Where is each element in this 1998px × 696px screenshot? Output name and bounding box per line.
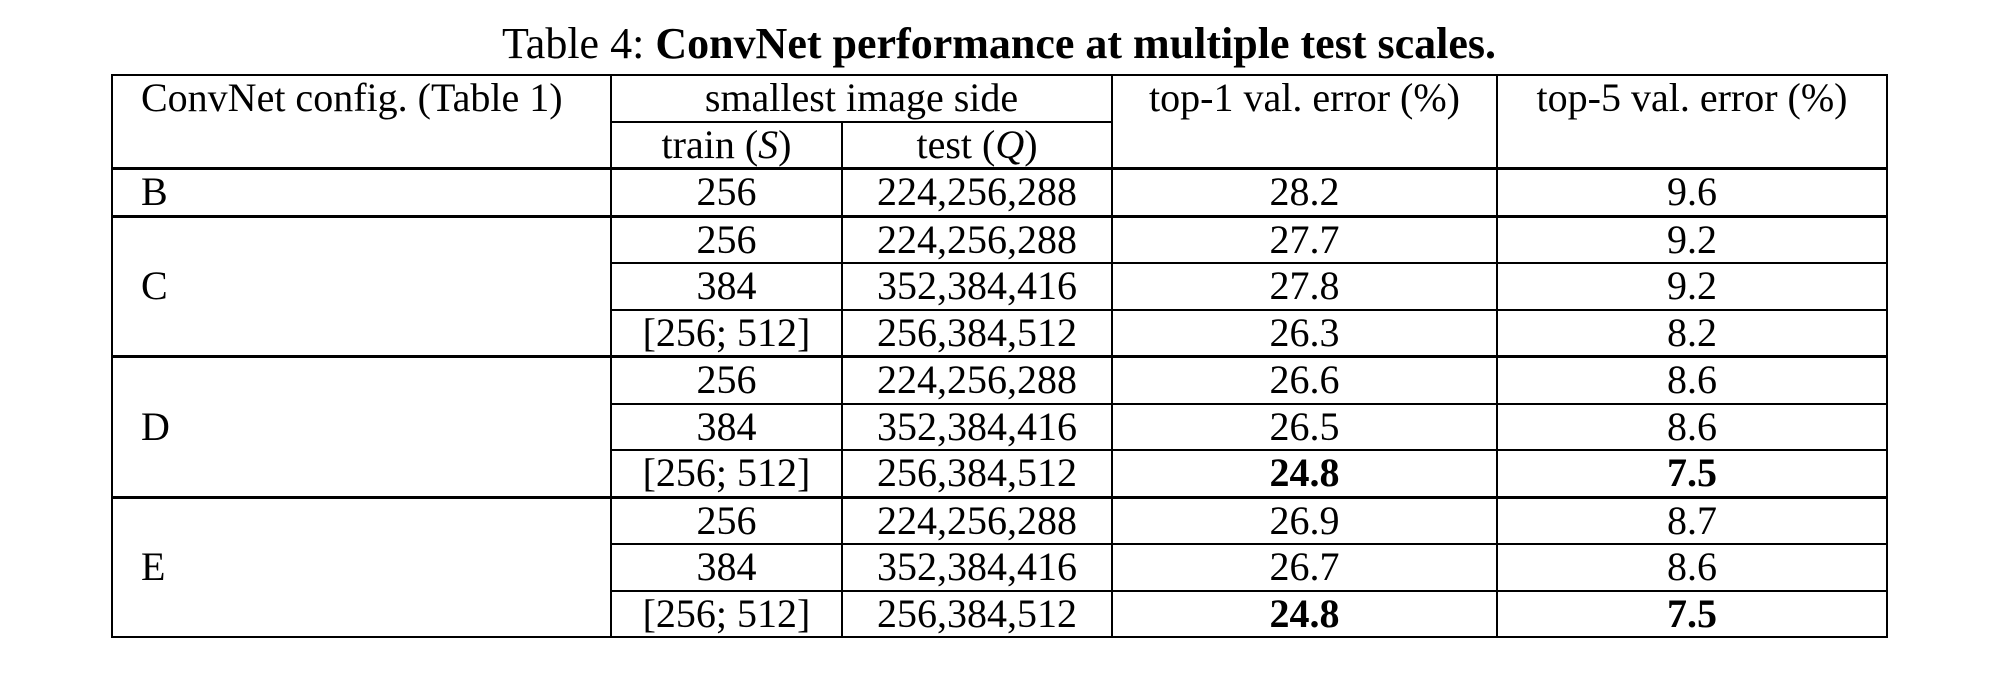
train-cell: [256; 512]	[610, 449, 843, 498]
top1-cell: 28.2	[1111, 167, 1499, 217]
top1-cell: 27.8	[1111, 262, 1499, 311]
top1-cell: 27.7	[1111, 214, 1499, 264]
train-cell: 256	[610, 214, 843, 264]
table-row: B 256 224,256,288 28.2 9.6	[111, 167, 1889, 217]
top5-cell: 7.5	[1496, 589, 1889, 638]
header-train-close: )	[778, 121, 792, 167]
train-cell: [256; 512]	[610, 589, 843, 638]
train-cell: 384	[610, 402, 843, 451]
results-table: ConvNet config. (Table 1) smallest image…	[111, 74, 1889, 638]
test-cell: 224,256,288	[840, 495, 1114, 545]
top1-cell: 26.6	[1111, 355, 1499, 405]
config-cell: C	[111, 214, 612, 358]
train-cell: 256	[610, 355, 843, 405]
caption-prefix: Table 4:	[502, 19, 645, 68]
header-train: train (S)	[610, 120, 843, 170]
train-cell: 384	[610, 543, 843, 592]
header-test-var: Q	[995, 121, 1025, 167]
top5-cell: 7.5	[1496, 449, 1889, 498]
table-caption: Table 4: ConvNet performance at multiple…	[0, 17, 1998, 71]
top1-cell: 24.8	[1111, 589, 1499, 638]
table-body: B 256 224,256,288 28.2 9.6 C 256 224,256,288 27.…	[111, 167, 1889, 638]
top1-cell: 26.5	[1111, 402, 1499, 451]
header-test-label: test (	[916, 121, 996, 167]
table-row: E 256 224,256,288 26.9 8.7	[111, 495, 1889, 638]
top1-cell: 26.3	[1111, 308, 1499, 358]
top5-cell: 8.7	[1496, 495, 1889, 545]
header-test-close: )	[1024, 121, 1038, 167]
train-cell: 256	[610, 495, 843, 545]
config-cell: D	[111, 355, 612, 498]
train-cell: 256	[610, 167, 843, 217]
header-top5: top-5 val. error (%)	[1496, 74, 1889, 170]
test-cell: 256,384,512	[840, 449, 1114, 498]
config-cell: E	[111, 495, 612, 638]
header-row: ConvNet config. (Table 1) smallest image…	[111, 74, 1889, 170]
top5-cell: 8.2	[1496, 308, 1889, 358]
train-cell: 384	[610, 262, 843, 311]
table-row: D 256 224,256,288 26.6 8.6	[111, 355, 1889, 498]
top5-cell: 8.6	[1496, 402, 1889, 451]
test-cell: 224,256,288	[840, 355, 1114, 405]
subheader-row: train (S) test (Q)	[112, 120, 1887, 170]
top1-cell: 26.7	[1111, 543, 1499, 592]
top1-cell: 26.9	[1111, 495, 1499, 545]
header-config: ConvNet config. (Table 1)	[111, 74, 612, 170]
header-train-label: train (	[661, 121, 759, 167]
test-cell: 352,384,416	[840, 262, 1114, 311]
test-cell: 352,384,416	[840, 543, 1114, 592]
top5-cell: 8.6	[1496, 543, 1889, 592]
test-cell: 352,384,416	[840, 402, 1114, 451]
table-row: 384 352,384,416 27.8 9.2	[112, 262, 1889, 311]
table-row: [256; 512] 256,384,512 26.3 8.2	[112, 308, 1889, 358]
header-image-side: smallest image side	[609, 74, 1114, 123]
header-train-var: S	[758, 121, 779, 167]
top1-cell: 24.8	[1111, 449, 1499, 498]
top5-cell: 9.6	[1496, 167, 1889, 217]
test-cell: 256,384,512	[840, 308, 1114, 358]
top5-cell: 9.2	[1496, 214, 1889, 264]
test-cell: 224,256,288	[840, 214, 1114, 264]
caption-title: ConvNet performance at multiple test sca…	[655, 19, 1496, 68]
test-cell: 256,384,512	[840, 589, 1114, 638]
table-row: [256; 512] 256,384,512 24.8 7.5	[112, 449, 1889, 498]
table-row: 384 352,384,416 26.7 8.6	[112, 543, 1889, 592]
header-test: test (Q)	[840, 120, 1114, 170]
config-cell: B	[111, 167, 612, 217]
table-row: 384 352,384,416 26.5 8.6	[112, 402, 1889, 451]
header-top1: top-1 val. error (%)	[1111, 74, 1499, 170]
top5-cell: 8.6	[1496, 355, 1889, 405]
train-cell: [256; 512]	[610, 308, 843, 358]
table-row: [256; 512] 256,384,512 24.8 7.5	[112, 589, 1889, 638]
test-cell: 224,256,288	[840, 167, 1114, 217]
table-row: C 256 224,256,288 27.7 9.2	[111, 214, 1889, 358]
top5-cell: 9.2	[1496, 262, 1889, 311]
